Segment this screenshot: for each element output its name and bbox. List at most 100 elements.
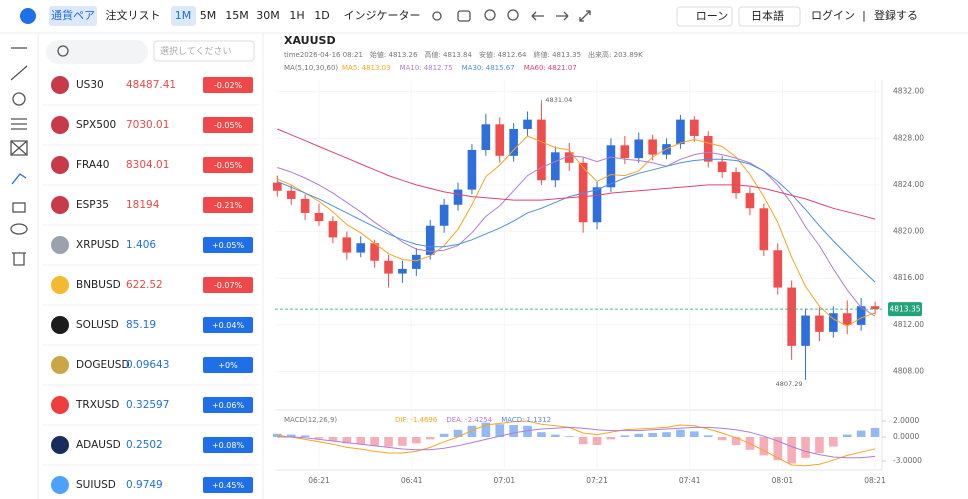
logo[interactable] [20,8,36,24]
symbol-icon [51,236,69,254]
watchlist-row[interactable]: FRA40 8304.01 -0.05% [42,156,260,186]
macd-bar [592,437,602,445]
language-select[interactable] [738,6,801,27]
watchlist-row[interactable]: SUIUSD 0.9749 +0.45% [42,476,260,499]
macd-bar [467,425,477,437]
ohlc-info: 終値: 4813.35 [534,50,582,59]
search-icon [57,45,69,57]
tab[interactable]: 注文リスト [106,8,161,22]
tool-trash[interactable] [12,252,26,266]
plot: 4808.00 4812.00 4816.00 4820.00 4824.00 4828.… [273,80,924,485]
candle-body [648,139,657,155]
toolbar [0,0,968,33]
symbol: US30 [76,79,104,91]
register-link[interactable]: 登録する [874,8,918,22]
symbol-icon [51,196,69,214]
camera-icon[interactable] [457,10,471,22]
watchlist-row[interactable]: XRPUSD 1.406 +0.05% [42,236,260,266]
symbol: ESP35 [76,199,109,211]
ma-line [277,128,876,220]
symbol-icon [51,156,69,174]
price: 622.52 [126,279,163,291]
macd-bar [314,437,324,439]
price: 18194 [126,199,160,211]
interval[interactable]: 1M [175,9,192,22]
watchlist-row[interactable]: ADAUSD 0.2502 +0.08% [42,436,260,466]
candle-body [412,254,421,269]
macd-bar [328,437,338,441]
loan-label: ローン [696,10,728,23]
change-badge [203,77,253,93]
ohlc-info: 安値: 4812.64 [479,50,527,59]
watchlist-row[interactable]: US30 48487.41 -0.02% [42,76,260,106]
tool-fib[interactable] [11,118,27,130]
change: +0.06% [212,401,245,410]
x-tick-label: 06:41 [401,476,423,485]
select-placeholder: 選択してください [160,45,231,57]
macd-legend-value: -2.4254 [465,416,493,424]
watchlist-row[interactable]: TRXUSD 0.32597 +0.06% [42,396,260,426]
macd-bar [634,433,644,437]
macd-bar [412,437,421,444]
change: +0.05% [212,241,245,250]
change: +0.04% [212,321,245,330]
candle-body [342,237,352,253]
candle-body [787,287,796,346]
left-icon[interactable] [531,11,544,21]
tab[interactable]: 通貨ペア [51,8,95,22]
interval[interactable]: 15M [225,9,249,22]
change-badge [203,197,253,213]
interval[interactable]: 1D [314,9,329,22]
tool-magnet[interactable] [11,173,27,185]
macd-tick-label: 0.0000 [893,432,919,441]
language-label: 日本語 [751,9,784,23]
watchlist-row[interactable]: BNBUSD 622.52 -0.07% [42,276,260,306]
ma-legend-value: 4812.75 [424,64,453,72]
watchlist-row[interactable]: ESP35 18194 -0.21% [42,196,260,226]
ma-legend-name: MA5: [342,64,360,72]
y-tick-label: 4828.00 [893,133,924,142]
ma-line [277,151,876,317]
macd-bar [731,437,741,445]
macd-bar [870,427,880,437]
category-select[interactable] [153,40,255,62]
macd-bar [578,437,588,445]
macd-bar [481,422,491,437]
candle-body [759,208,769,251]
macd-bar [690,431,699,437]
interval[interactable]: 5M [200,9,217,22]
watchlist-row[interactable]: SOLUSD 85.19 +0.04% [42,316,260,346]
ma-legend-name: MA10: [400,64,422,72]
macd-bar [842,434,852,437]
candle-body [356,243,366,253]
interval[interactable]: 30M [256,9,280,22]
candle-body [467,149,477,190]
change: -0.02% [214,81,243,90]
loan-button[interactable] [676,6,733,27]
expand-icon[interactable] [579,10,591,22]
zoom-in-icon[interactable] [484,9,496,21]
right-icon[interactable] [556,11,569,21]
login-link[interactable]: ログイン [811,8,855,22]
indicator-button[interactable]: インジケーター [344,9,421,22]
change-badge [203,357,253,373]
tool-eye[interactable] [10,223,28,235]
ma-line [277,158,876,283]
macd-bar [829,437,838,447]
chart-symbol: XAUUSD [284,34,336,47]
tool-lock[interactable] [12,202,26,213]
settings-icon[interactable] [432,11,442,21]
candle-body [495,124,505,156]
tool-pattern[interactable] [10,140,28,156]
search-box[interactable] [46,40,148,64]
ohlc-info: 始値: 4813.26 [370,50,418,59]
symbol: DOGEUSD [76,359,130,371]
tool-trend[interactable] [10,65,28,81]
interval[interactable]: 1H [289,9,304,22]
change: -0.07% [214,281,243,290]
watchlist-row[interactable]: SPX500 7030.01 -0.05% [42,116,260,146]
tool-circle[interactable] [12,92,26,106]
zoom-out-icon[interactable] [507,9,519,21]
